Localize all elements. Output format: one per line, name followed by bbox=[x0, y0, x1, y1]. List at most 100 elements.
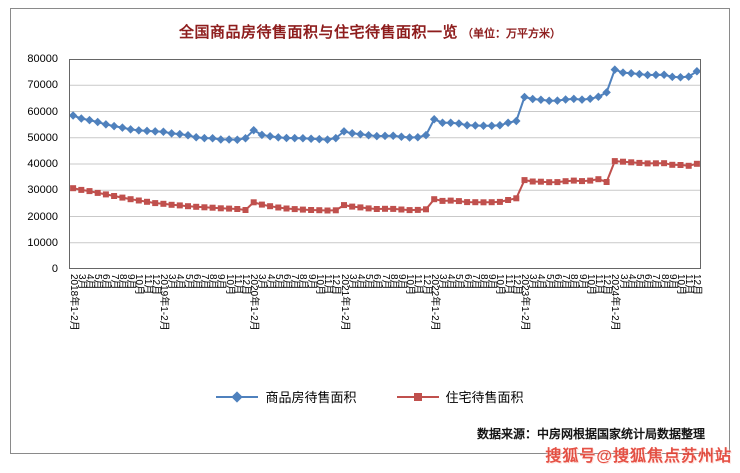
square-marker bbox=[423, 206, 429, 213]
square-marker bbox=[398, 206, 405, 213]
diamond-marker bbox=[553, 96, 562, 105]
square-marker bbox=[102, 191, 109, 198]
square-marker bbox=[382, 205, 388, 212]
square-marker bbox=[209, 204, 216, 211]
diamond-marker bbox=[471, 121, 480, 130]
square-marker bbox=[414, 206, 421, 213]
diamond-marker bbox=[380, 131, 390, 141]
diamond-marker bbox=[643, 70, 652, 80]
diamond-marker bbox=[668, 72, 677, 82]
diamond-marker bbox=[372, 131, 382, 141]
square-marker bbox=[176, 202, 183, 209]
chart-title-unit: （单位：万平方米） bbox=[462, 28, 561, 40]
diamond-marker bbox=[462, 120, 472, 130]
square-marker bbox=[636, 159, 643, 166]
square-marker bbox=[201, 204, 208, 211]
diamond-marker bbox=[200, 133, 209, 143]
diamond-marker bbox=[216, 135, 226, 144]
diamond-marker bbox=[265, 132, 275, 141]
square-marker bbox=[611, 158, 618, 165]
diamond-marker bbox=[676, 72, 685, 82]
square-marker bbox=[349, 203, 356, 210]
diamond-marker bbox=[274, 133, 283, 142]
square-marker bbox=[217, 205, 224, 212]
square-marker bbox=[341, 202, 347, 209]
legend-label-residential: 住宅待售面积 bbox=[445, 390, 524, 405]
square-marker bbox=[521, 177, 528, 184]
chart-frame: 全国商品房待售面积与住宅待售面积一览 （单位：万平方米） 0 10000 20000 3… bbox=[10, 8, 730, 454]
square-marker bbox=[537, 178, 544, 185]
square-marker bbox=[316, 207, 323, 214]
square-marker bbox=[168, 201, 175, 208]
square-marker bbox=[661, 160, 668, 167]
square-marker bbox=[472, 199, 479, 206]
diamond-marker bbox=[118, 123, 127, 132]
square-marker bbox=[603, 179, 610, 185]
diamond-marker bbox=[454, 119, 464, 128]
square-marker bbox=[308, 207, 315, 213]
square-marker bbox=[373, 206, 380, 212]
watermark: 搜狐号@搜狐焦点苏州站 bbox=[545, 448, 732, 465]
y-tick-label: 20000 bbox=[27, 210, 58, 223]
diamond-marker bbox=[109, 121, 119, 131]
square-marker bbox=[488, 199, 495, 206]
square-marker bbox=[669, 161, 676, 168]
diamond-marker bbox=[347, 129, 357, 138]
chart-title-text: 全国商品房待售面积与住宅待售面积一览 bbox=[178, 24, 458, 41]
diamond-marker bbox=[397, 132, 406, 141]
diamond-marker bbox=[364, 131, 373, 140]
square-marker bbox=[94, 189, 101, 196]
diamond-marker bbox=[561, 95, 570, 104]
series-line-1 bbox=[72, 160, 698, 212]
square-marker bbox=[685, 162, 692, 169]
square-marker bbox=[496, 198, 503, 205]
square-marker bbox=[242, 207, 249, 213]
square-marker bbox=[480, 199, 487, 206]
diamond-marker bbox=[585, 94, 595, 104]
y-axis: 0 10000 20000 30000 40000 50000 60000 70000 8000… bbox=[11, 53, 65, 275]
diamond-marker bbox=[520, 92, 529, 102]
square-marker bbox=[677, 162, 684, 168]
diamond-marker bbox=[93, 117, 102, 127]
diamond-marker bbox=[618, 68, 628, 77]
diamond-marker bbox=[134, 126, 144, 135]
square-marker bbox=[595, 176, 602, 183]
legend-entry-commodity-housing: 商品房待售面积 bbox=[216, 387, 357, 406]
diamond-marker bbox=[191, 133, 201, 142]
diamond-marker bbox=[323, 135, 332, 144]
square-marker bbox=[365, 205, 372, 212]
square-marker bbox=[357, 204, 364, 211]
square-marker bbox=[283, 205, 290, 212]
diamond-marker bbox=[233, 135, 242, 145]
square-marker bbox=[258, 201, 265, 208]
diamond-marker bbox=[651, 70, 661, 80]
data-source-note: 数据来源：中房网根据国家统计局数据整理 bbox=[476, 427, 705, 441]
diamond-marker bbox=[421, 130, 431, 140]
diamond-marker bbox=[183, 131, 193, 140]
legend-entry-residential: 住宅待售面积 bbox=[396, 387, 524, 406]
square-marker bbox=[185, 203, 191, 210]
diamond-marker bbox=[224, 135, 234, 144]
y-tick-label: 70000 bbox=[27, 79, 58, 92]
y-tick-label: 80000 bbox=[27, 53, 58, 65]
square-marker bbox=[86, 188, 93, 195]
chart-title: 全国商品房待售面积与住宅待售面积一览 （单位：万平方米） bbox=[11, 21, 729, 42]
diamond-marker bbox=[659, 70, 669, 80]
diamond-marker bbox=[126, 125, 135, 134]
diamond-marker bbox=[101, 120, 111, 129]
diamond-marker bbox=[388, 131, 398, 141]
square-marker bbox=[275, 204, 282, 211]
square-marker bbox=[439, 197, 446, 204]
diamond-marker bbox=[241, 133, 250, 143]
legend-diamond-marker-icon bbox=[216, 390, 259, 403]
diamond-marker bbox=[487, 121, 496, 130]
square-marker bbox=[562, 178, 569, 185]
square-marker bbox=[570, 177, 577, 184]
x-tick-label: 12月 bbox=[691, 274, 703, 296]
plot-border bbox=[69, 59, 701, 269]
y-tick-label: 50000 bbox=[27, 131, 58, 144]
diamond-marker bbox=[413, 132, 423, 142]
diamond-marker bbox=[331, 133, 341, 143]
diamond-marker bbox=[306, 134, 316, 144]
diamond-marker bbox=[536, 95, 546, 104]
